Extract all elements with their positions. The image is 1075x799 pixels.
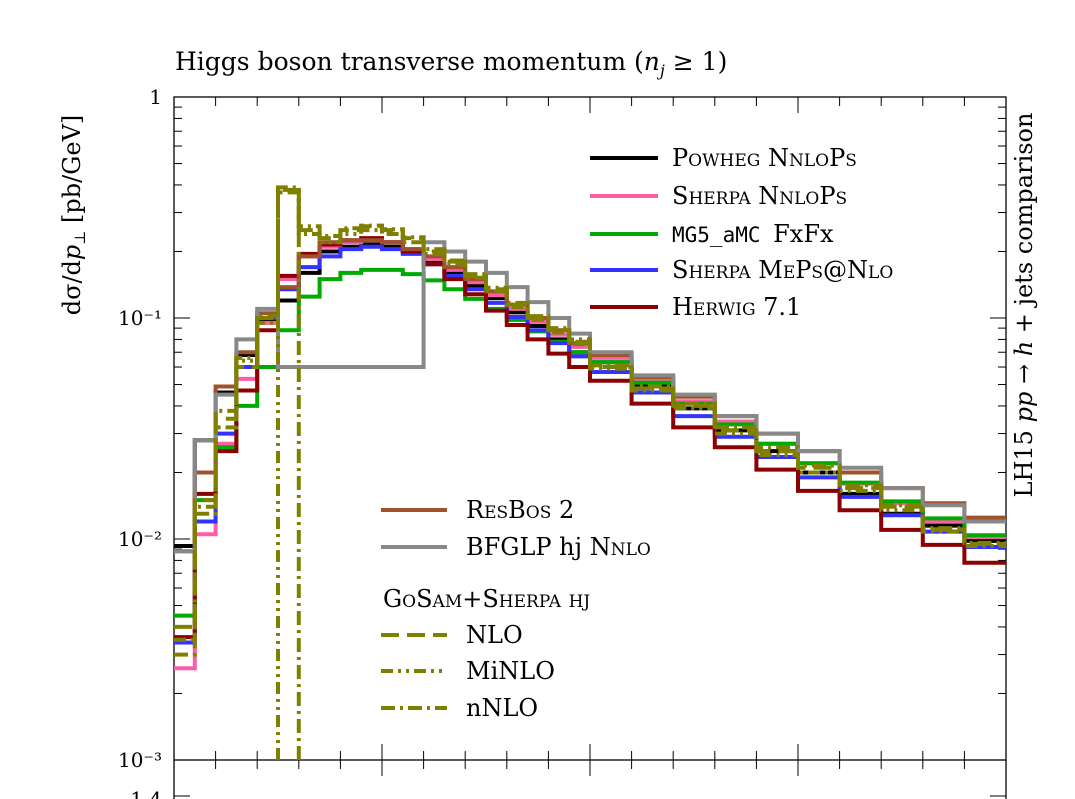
series-layer <box>174 185 1006 760</box>
y-tick-label: 10⁻¹ <box>118 306 162 330</box>
y-tick-label: 10⁻² <box>118 527 162 551</box>
legend-label: BFGLP hj Nnlo <box>466 533 651 561</box>
y-axis-label: dσ/dp⊥ [pb/GeV] <box>58 115 89 316</box>
series-bfglp-hj-nnlo <box>174 240 1006 554</box>
legend: Powheg NnloPs Sherpa NnloPs MG5_aMC FxFx Sh… <box>381 144 893 722</box>
legend-label: MiNLO <box>466 657 555 685</box>
legend-label: NLO <box>466 621 523 649</box>
legend-group-title: GoSam+Sherpa hj <box>383 585 590 613</box>
y-tick-label: 1 <box>149 85 162 109</box>
right-side-label: LH15 pp → h + jets comparison <box>1010 113 1038 498</box>
y-tick-labels: 1 10⁻¹ 10⁻² 10⁻³ 1.4 <box>118 85 162 799</box>
legend-label: MG5_aMC FxFx <box>672 220 834 248</box>
legend-label: Sherpa MePs@Nlo <box>672 256 893 284</box>
legend-label: nNLO <box>466 694 538 722</box>
y-tick-label: 10⁻³ <box>118 748 162 772</box>
legend-label: Herwig 7.1 <box>672 293 801 321</box>
legend-label: Powheg NnloPs <box>672 144 857 172</box>
series-nnlo <box>174 185 1006 657</box>
legend-label: ResBos 2 <box>466 496 574 524</box>
chart-title: Higgs boson transverse momentum (nj ≥ 1) <box>175 47 727 80</box>
legend-label: Sherpa NnloPs <box>672 182 847 210</box>
ratio-tick-label: 1.4 <box>130 787 162 799</box>
